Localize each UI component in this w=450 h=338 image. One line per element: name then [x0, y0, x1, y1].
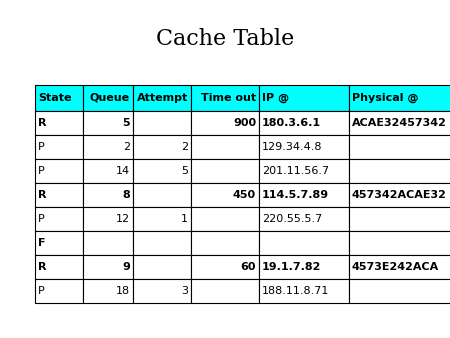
- Bar: [83, 85, 133, 111]
- Bar: [133, 159, 191, 183]
- Bar: [259, 111, 349, 135]
- Bar: [35, 111, 83, 135]
- Bar: [35, 279, 83, 303]
- Text: 1: 1: [181, 214, 188, 224]
- Text: 457342ACAE32: 457342ACAE32: [352, 190, 447, 200]
- Text: 201.11.56.7: 201.11.56.7: [262, 166, 329, 176]
- Text: Attempt: Attempt: [137, 93, 188, 103]
- Bar: [83, 207, 133, 231]
- Text: Queue: Queue: [90, 93, 130, 103]
- Text: 900: 900: [233, 118, 256, 128]
- Bar: [35, 231, 83, 255]
- Text: 9: 9: [122, 262, 130, 272]
- Text: R: R: [38, 118, 46, 128]
- Text: 450: 450: [233, 190, 256, 200]
- Bar: [133, 183, 191, 207]
- Bar: [133, 231, 191, 255]
- Bar: [35, 183, 83, 207]
- Bar: [259, 135, 349, 159]
- Bar: [191, 159, 259, 183]
- Bar: [191, 183, 259, 207]
- Text: 2: 2: [181, 142, 188, 152]
- Bar: [349, 207, 450, 231]
- Text: R: R: [38, 262, 46, 272]
- Text: 2: 2: [123, 142, 130, 152]
- Text: Cache Table: Cache Table: [156, 28, 294, 50]
- Text: 180.3.6.1: 180.3.6.1: [262, 118, 321, 128]
- Text: State: State: [38, 93, 72, 103]
- Text: 220.55.5.7: 220.55.5.7: [262, 214, 322, 224]
- Bar: [259, 159, 349, 183]
- Bar: [133, 255, 191, 279]
- Bar: [133, 135, 191, 159]
- Text: 4573E242ACA: 4573E242ACA: [352, 262, 439, 272]
- Bar: [83, 135, 133, 159]
- Bar: [35, 159, 83, 183]
- Bar: [83, 183, 133, 207]
- Text: 8: 8: [122, 190, 130, 200]
- Bar: [133, 85, 191, 111]
- Text: Time out: Time out: [201, 93, 256, 103]
- Text: 12: 12: [116, 214, 130, 224]
- Bar: [349, 231, 450, 255]
- Text: P: P: [38, 166, 45, 176]
- Bar: [133, 111, 191, 135]
- Bar: [133, 279, 191, 303]
- Bar: [259, 255, 349, 279]
- Text: 5: 5: [122, 118, 130, 128]
- Bar: [35, 135, 83, 159]
- Text: P: P: [38, 142, 45, 152]
- Bar: [349, 255, 450, 279]
- Bar: [83, 159, 133, 183]
- Bar: [349, 183, 450, 207]
- Bar: [83, 111, 133, 135]
- Bar: [35, 85, 83, 111]
- Bar: [259, 231, 349, 255]
- Bar: [259, 279, 349, 303]
- Bar: [191, 85, 259, 111]
- Text: 114.5.7.89: 114.5.7.89: [262, 190, 329, 200]
- Bar: [349, 159, 450, 183]
- Text: 5: 5: [181, 166, 188, 176]
- Text: 3: 3: [181, 286, 188, 296]
- Bar: [259, 85, 349, 111]
- Text: 18: 18: [116, 286, 130, 296]
- Text: 188.11.8.71: 188.11.8.71: [262, 286, 329, 296]
- Text: 60: 60: [240, 262, 256, 272]
- Bar: [191, 135, 259, 159]
- Text: IP @: IP @: [262, 93, 289, 103]
- Text: R: R: [38, 190, 46, 200]
- Bar: [83, 255, 133, 279]
- Text: P: P: [38, 286, 45, 296]
- Bar: [191, 279, 259, 303]
- Bar: [35, 207, 83, 231]
- Text: F: F: [38, 238, 45, 248]
- Bar: [191, 255, 259, 279]
- Bar: [83, 279, 133, 303]
- Bar: [83, 231, 133, 255]
- Bar: [349, 85, 450, 111]
- Bar: [349, 279, 450, 303]
- Text: Physical @: Physical @: [352, 93, 419, 103]
- Bar: [349, 135, 450, 159]
- Text: 19.1.7.82: 19.1.7.82: [262, 262, 321, 272]
- Bar: [35, 255, 83, 279]
- Bar: [259, 183, 349, 207]
- Bar: [349, 111, 450, 135]
- Bar: [191, 207, 259, 231]
- Text: 129.34.4.8: 129.34.4.8: [262, 142, 323, 152]
- Text: 14: 14: [116, 166, 130, 176]
- Bar: [133, 207, 191, 231]
- Bar: [191, 231, 259, 255]
- Bar: [191, 111, 259, 135]
- Bar: [259, 207, 349, 231]
- Text: ACAE32457342: ACAE32457342: [352, 118, 447, 128]
- Text: P: P: [38, 214, 45, 224]
